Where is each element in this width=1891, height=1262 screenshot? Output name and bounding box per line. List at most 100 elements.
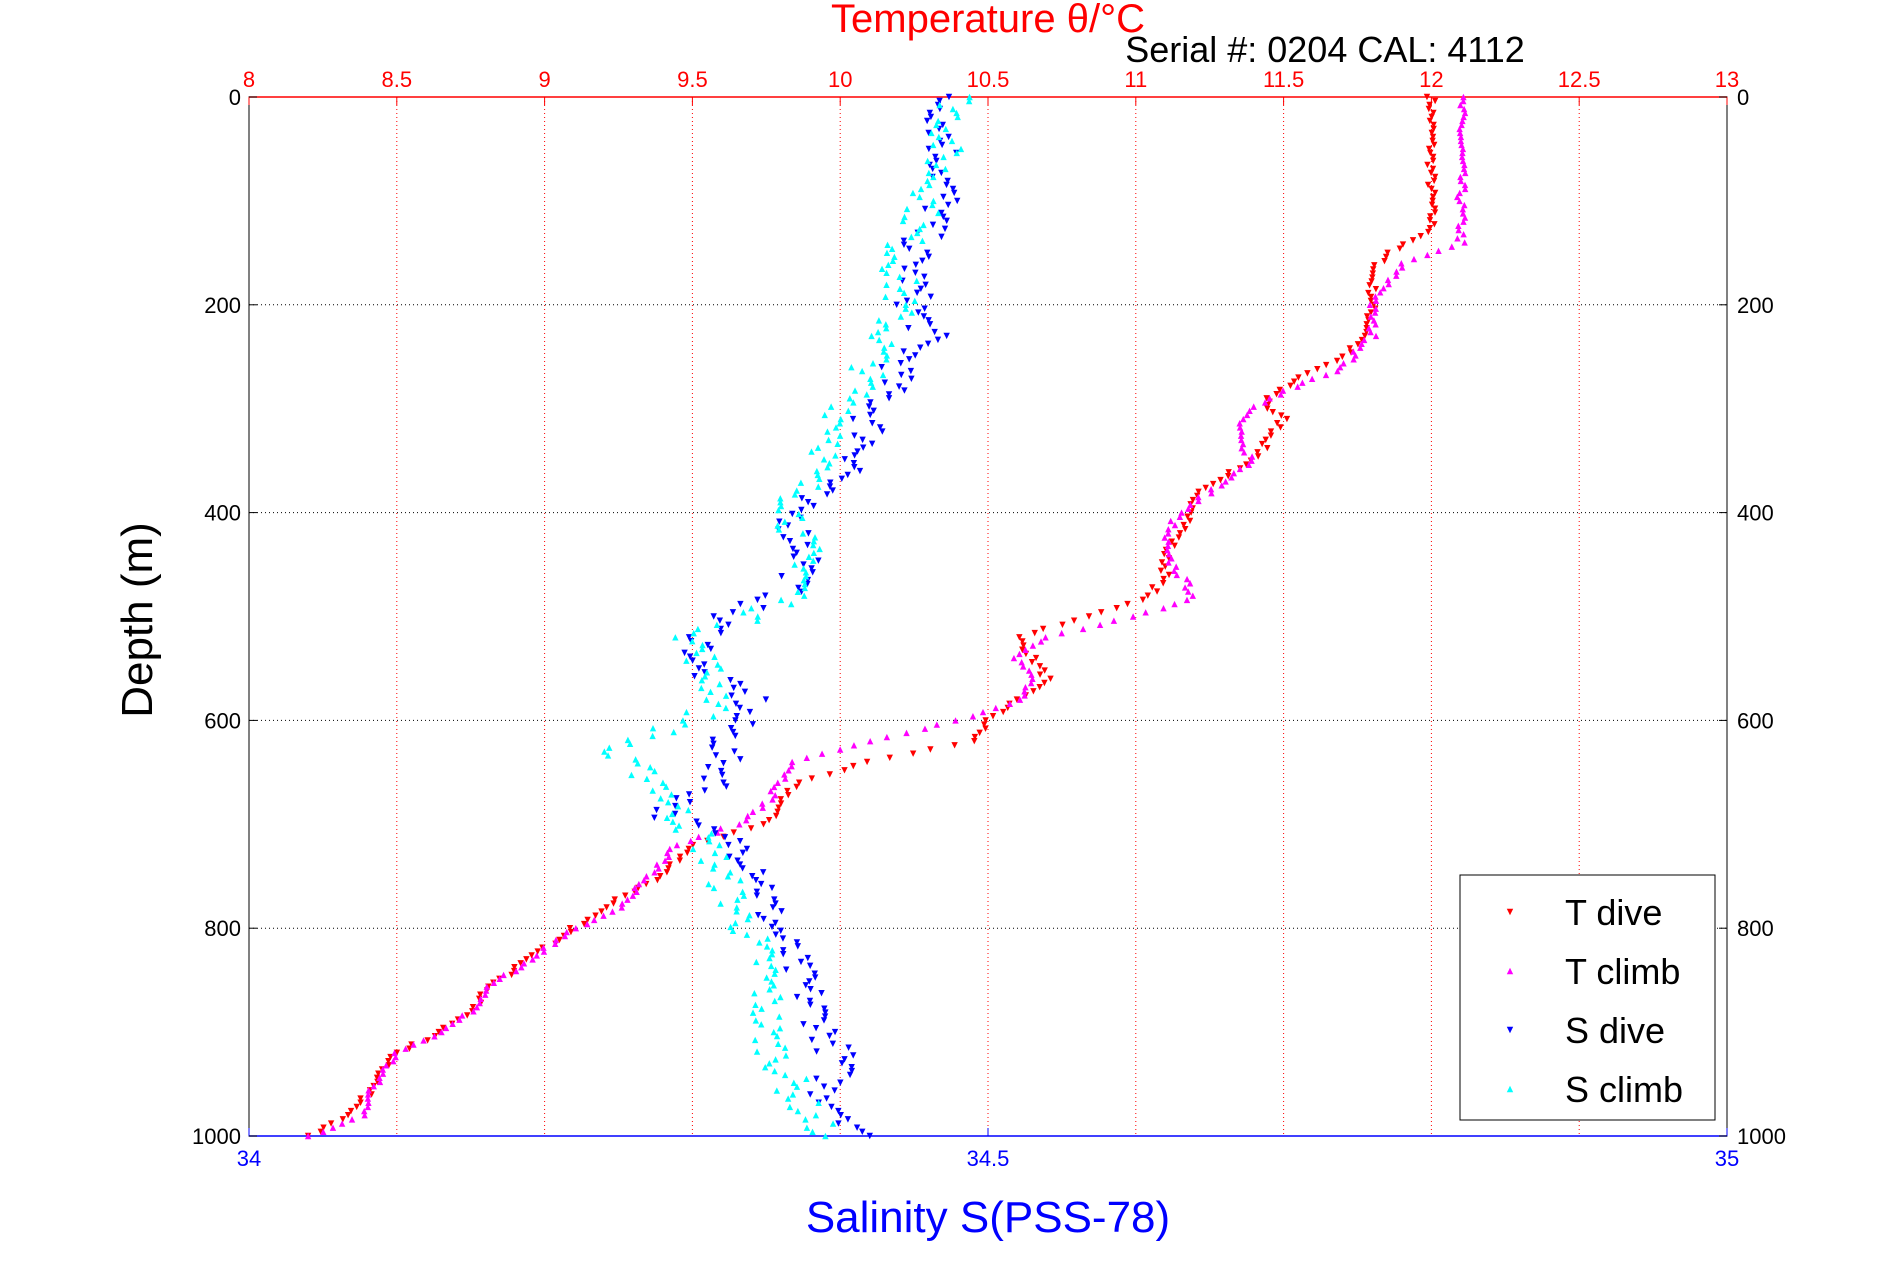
data-point [807,986,814,993]
data-point [1363,313,1371,320]
data-point [951,742,958,749]
data-point [808,775,816,782]
data-point [449,1020,456,1027]
data-point [439,1024,447,1032]
data-point [540,944,547,951]
data-point [914,229,921,237]
data-point [732,732,739,740]
data-point [1371,262,1378,269]
data-point [868,440,876,447]
data-point [909,189,917,197]
data-point [911,297,918,305]
data-point [863,758,871,766]
data-point [1333,357,1341,365]
data-point [1042,634,1049,641]
data-point [1431,209,1439,216]
data-point [802,982,809,989]
data-point [1264,444,1271,452]
data-point [1006,700,1014,707]
data-point [512,967,520,975]
data-point [769,796,776,803]
data-point [1276,386,1283,394]
data-point [1459,210,1467,217]
data-point [925,253,933,261]
data-point [370,1082,377,1090]
data-point [875,317,883,324]
data-point [791,561,798,568]
data-point [883,356,890,363]
data-point [365,1099,372,1106]
data-point [971,737,978,745]
data-point [1431,141,1438,149]
data-point [739,865,746,872]
data-point [731,748,738,755]
data-point [897,360,904,367]
data-point [435,1028,442,1036]
data-point [1363,321,1370,328]
data-point [709,736,717,744]
data-point [943,181,950,189]
data-point [364,1103,372,1111]
top-tick-label: 10.5 [967,67,1010,92]
data-point [835,1107,842,1115]
data-point [1398,260,1405,267]
data-point [805,553,813,560]
data-point [749,873,756,880]
data-point [831,1028,839,1036]
data-point [633,888,640,896]
data-point [919,257,926,265]
bottom-tick-label: 34.5 [967,1146,1010,1171]
data-point [760,915,767,923]
data-point [1258,440,1266,448]
data-point [771,970,778,977]
legend-marker [1506,1026,1514,1034]
data-point [721,834,729,841]
data-point [1167,517,1174,525]
data-point [810,502,817,510]
data-point [1161,534,1168,541]
data-point [606,744,613,751]
data-point [922,281,929,289]
data-point [1361,332,1369,340]
data-point [1334,367,1341,375]
data-point [775,804,782,811]
data-point [900,237,908,245]
data-point [920,221,927,229]
data-point [390,1057,397,1065]
data-point [780,534,787,541]
data-point [810,537,818,545]
data-point [320,1124,327,1131]
data-point [1019,646,1026,653]
data-point [657,873,664,880]
data-point [804,541,811,549]
data-point [1168,538,1176,545]
data-point [584,916,591,924]
data-point [1000,708,1007,716]
data-point [500,971,507,979]
data-point [392,1053,399,1061]
data-point [1294,383,1301,390]
data-point [771,792,779,799]
data-point [853,1124,861,1131]
data-point [814,444,822,451]
data-point [1021,688,1028,695]
data-point [790,1079,798,1086]
data-point [1059,621,1066,629]
data-point [357,1095,364,1102]
data-point [561,932,569,940]
data-point [793,783,800,791]
data-point [885,395,893,402]
data-point [1424,161,1431,169]
data-point [1384,249,1391,257]
data-point [1263,395,1270,402]
data-point [831,1087,838,1094]
data-point [762,696,770,703]
data-point [907,367,915,375]
data-point [844,1116,852,1123]
data-point [882,293,889,301]
data-point [1160,604,1167,612]
data-point [716,680,723,688]
data-point [1299,379,1306,386]
data-point [676,853,684,860]
